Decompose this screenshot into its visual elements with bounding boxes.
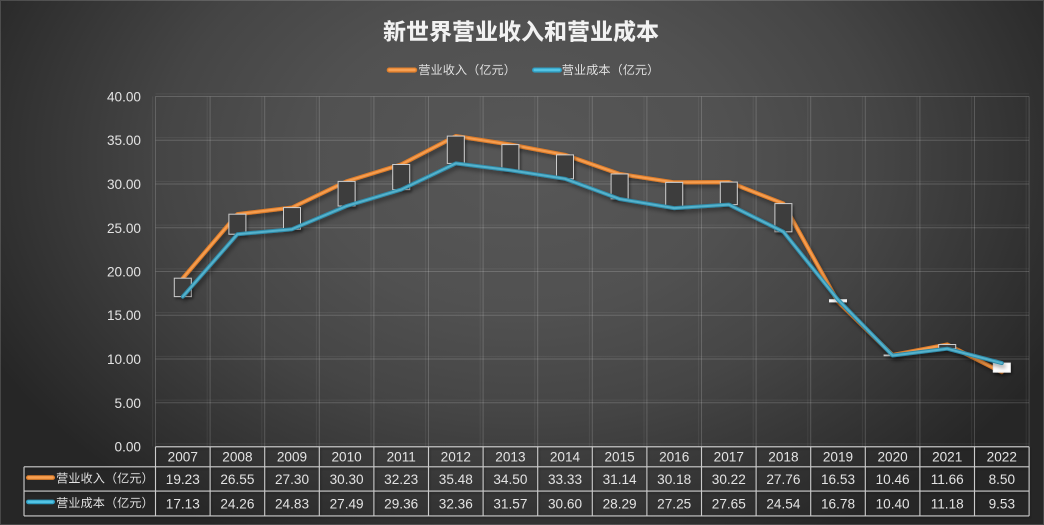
svg-text:29.36: 29.36	[384, 497, 418, 512]
svg-text:28.29: 28.29	[603, 497, 637, 512]
svg-text:24.54: 24.54	[766, 497, 800, 512]
svg-text:8.50: 8.50	[989, 472, 1016, 487]
svg-text:19.23: 19.23	[166, 472, 200, 487]
svg-text:26.55: 26.55	[220, 472, 254, 487]
svg-text:27.25: 27.25	[657, 497, 691, 512]
svg-text:35.00: 35.00	[107, 133, 141, 148]
svg-text:17.13: 17.13	[166, 497, 200, 512]
svg-text:31.14: 31.14	[603, 472, 637, 487]
svg-text:9.53: 9.53	[989, 497, 1015, 512]
svg-text:2022: 2022	[987, 450, 1017, 465]
svg-text:24.83: 24.83	[275, 497, 309, 512]
svg-text:30.18: 30.18	[657, 472, 691, 487]
svg-text:16.78: 16.78	[821, 497, 855, 512]
svg-text:2009: 2009	[277, 450, 307, 465]
svg-text:25.00: 25.00	[107, 221, 141, 236]
svg-text:10.46: 10.46	[876, 472, 910, 487]
svg-text:34.50: 34.50	[493, 472, 527, 487]
svg-text:2010: 2010	[331, 450, 362, 465]
svg-text:2007: 2007	[168, 450, 198, 465]
svg-text:2017: 2017	[714, 450, 744, 465]
svg-text:2016: 2016	[659, 450, 689, 465]
svg-text:30.60: 30.60	[548, 497, 582, 512]
svg-text:5.00: 5.00	[115, 396, 142, 411]
svg-text:11.18: 11.18	[931, 497, 964, 512]
svg-text:10.40: 10.40	[876, 497, 910, 512]
svg-text:11.66: 11.66	[931, 472, 964, 487]
svg-text:2018: 2018	[768, 450, 798, 465]
svg-text:2012: 2012	[441, 450, 471, 465]
svg-text:27.76: 27.76	[766, 472, 800, 487]
svg-text:30.22: 30.22	[712, 472, 746, 487]
svg-text:2019: 2019	[823, 450, 853, 465]
svg-text:2020: 2020	[877, 450, 908, 465]
svg-text:16.53: 16.53	[821, 472, 855, 487]
svg-text:33.33: 33.33	[548, 472, 582, 487]
svg-text:2013: 2013	[495, 450, 525, 465]
svg-text:27.49: 27.49	[330, 497, 364, 512]
svg-text:30.30: 30.30	[330, 472, 364, 487]
svg-text:30.00: 30.00	[107, 177, 141, 192]
svg-text:2014: 2014	[550, 450, 581, 465]
svg-text:27.65: 27.65	[712, 497, 746, 512]
svg-text:2011: 2011	[387, 450, 416, 465]
svg-text:2015: 2015	[604, 450, 634, 465]
svg-text:27.30: 27.30	[275, 472, 309, 487]
svg-text:10.00: 10.00	[107, 352, 141, 367]
svg-text:35.48: 35.48	[439, 472, 473, 487]
svg-text:32.23: 32.23	[384, 472, 418, 487]
svg-text:0.00: 0.00	[115, 440, 142, 455]
svg-text:15.00: 15.00	[107, 308, 141, 323]
svg-text:2008: 2008	[222, 450, 252, 465]
svg-text:31.57: 31.57	[493, 497, 527, 512]
svg-text:32.36: 32.36	[439, 497, 473, 512]
svg-text:24.26: 24.26	[220, 497, 254, 512]
svg-text:20.00: 20.00	[107, 265, 141, 280]
svg-text:40.00: 40.00	[107, 90, 141, 105]
svg-text:2021: 2021	[932, 450, 962, 465]
